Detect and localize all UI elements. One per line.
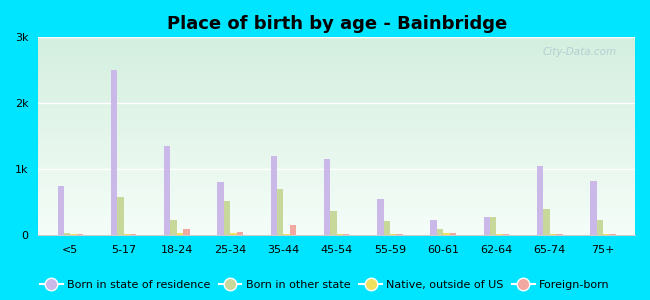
Bar (484, 217, 490, 235)
Bar (124, 234, 130, 235)
Bar (437, 229, 443, 235)
Bar (164, 146, 170, 235)
Bar (70, 234, 77, 235)
Bar (377, 199, 384, 235)
Bar (384, 221, 390, 235)
Bar (230, 232, 237, 235)
Bar (390, 234, 396, 235)
Bar (430, 220, 437, 235)
Bar (537, 166, 543, 235)
Bar (590, 181, 597, 235)
Bar (490, 217, 497, 235)
Bar (543, 209, 550, 235)
Bar (556, 234, 562, 235)
Bar (177, 232, 183, 235)
Bar (224, 201, 230, 235)
Bar (603, 234, 610, 235)
Bar (550, 234, 556, 235)
Text: City-Data.com: City-Data.com (543, 47, 617, 57)
Legend: Born in state of residence, Born in other state, Native, outside of US, Foreign-: Born in state of residence, Born in othe… (36, 276, 614, 294)
Bar (130, 234, 136, 235)
Bar (610, 234, 616, 235)
Bar (290, 225, 296, 235)
Bar (343, 234, 350, 235)
Bar (270, 156, 277, 235)
Bar (170, 220, 177, 235)
Bar (64, 233, 70, 235)
Bar (443, 233, 450, 235)
Bar (58, 186, 64, 235)
Bar (237, 232, 243, 235)
Bar (111, 70, 117, 235)
Bar (330, 211, 337, 235)
Bar (217, 182, 224, 235)
Bar (597, 220, 603, 235)
Bar (450, 232, 456, 235)
Bar (283, 234, 290, 235)
Bar (183, 229, 190, 235)
Bar (324, 159, 330, 235)
Bar (337, 234, 343, 235)
Bar (497, 234, 503, 235)
Bar (277, 189, 283, 235)
Title: Place of birth by age - Bainbridge: Place of birth by age - Bainbridge (166, 15, 507, 33)
Bar (396, 234, 403, 235)
Bar (503, 234, 510, 235)
Bar (117, 197, 124, 235)
